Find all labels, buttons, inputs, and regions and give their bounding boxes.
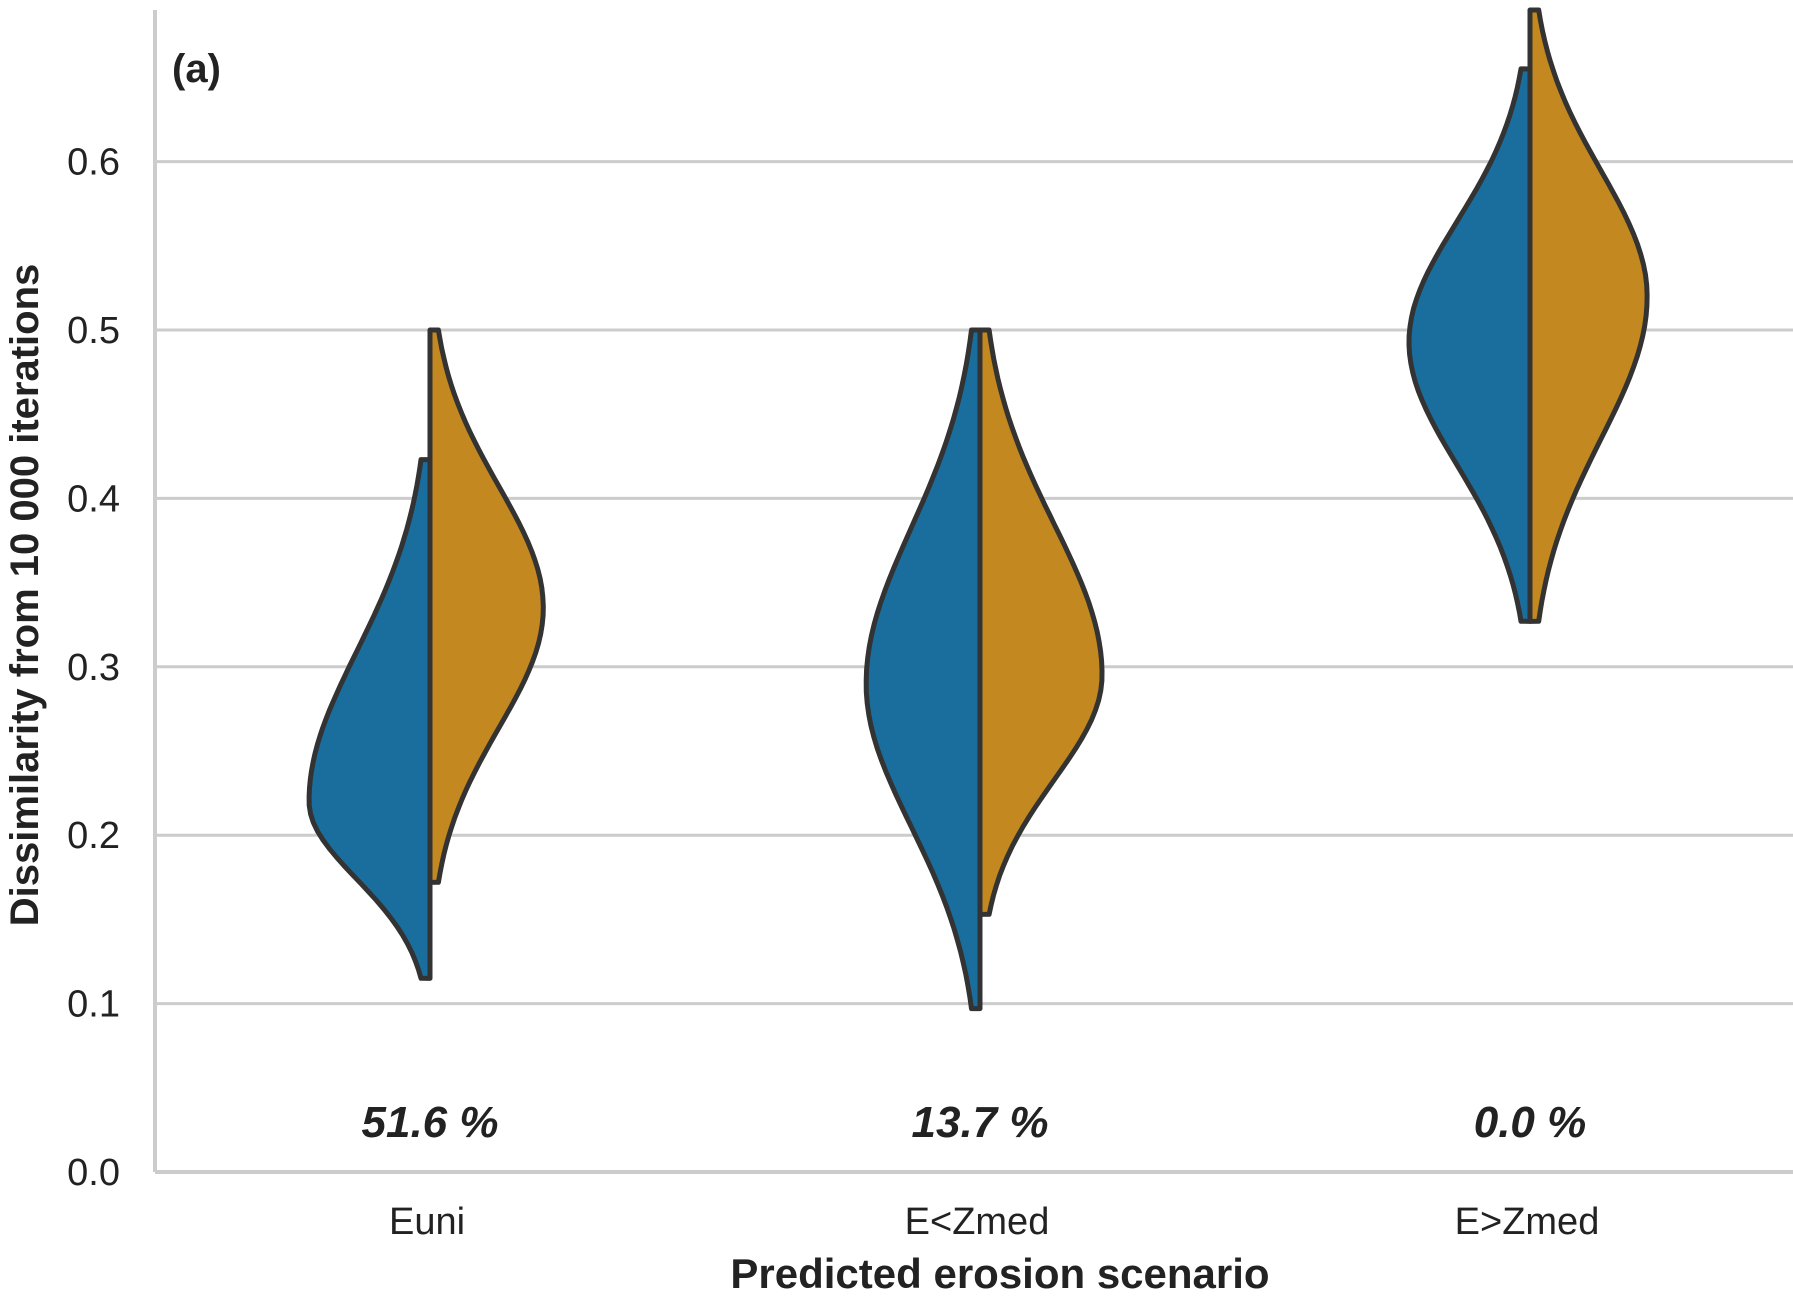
x-tick-labels: Euni E<Zmed E>Zmed bbox=[389, 1201, 1599, 1243]
violin-right-half bbox=[427, 327, 546, 885]
x-tick-label: Euni bbox=[389, 1201, 465, 1243]
x-axis-label: Predicted erosion scenario bbox=[730, 1250, 1269, 1296]
violin-right-half bbox=[977, 327, 1105, 917]
y-tick-label: 0.5 bbox=[67, 310, 120, 352]
percentage-annotation: 0.0 % bbox=[1474, 1098, 1587, 1147]
violin-right-half bbox=[1527, 7, 1650, 624]
axes bbox=[153, 10, 1793, 1174]
percentage-annotations: 51.6 % 13.7 % 0.0 % bbox=[362, 1098, 1587, 1147]
y-axis-label: Dissimilarity from 10 000 iterations bbox=[3, 264, 47, 927]
violin-left-half bbox=[306, 457, 433, 981]
violin-2 bbox=[863, 327, 1105, 1012]
percentage-annotation: 51.6 % bbox=[362, 1098, 499, 1147]
x-tick-label: E<Zmed bbox=[905, 1201, 1050, 1243]
y-tick-label: 0.6 bbox=[67, 142, 120, 184]
y-tick-label: 0.1 bbox=[67, 984, 120, 1026]
y-tick-label: 0.0 bbox=[67, 1152, 120, 1194]
y-tick-labels: 0.0 0.1 0.2 0.3 0.4 0.5 0.6 bbox=[67, 142, 120, 1194]
violin-1 bbox=[306, 327, 546, 981]
violin-left-half bbox=[863, 327, 983, 1012]
y-tick-label: 0.2 bbox=[67, 815, 120, 857]
violin-3 bbox=[1406, 7, 1650, 624]
violins bbox=[306, 7, 1650, 1012]
y-tick-label: 0.4 bbox=[67, 478, 120, 520]
panel-label: (a) bbox=[172, 47, 221, 91]
violin-left-half bbox=[1406, 66, 1533, 624]
y-tick-label: 0.3 bbox=[67, 647, 120, 689]
percentage-annotation: 13.7 % bbox=[912, 1098, 1049, 1147]
x-tick-label: E>Zmed bbox=[1455, 1201, 1600, 1243]
